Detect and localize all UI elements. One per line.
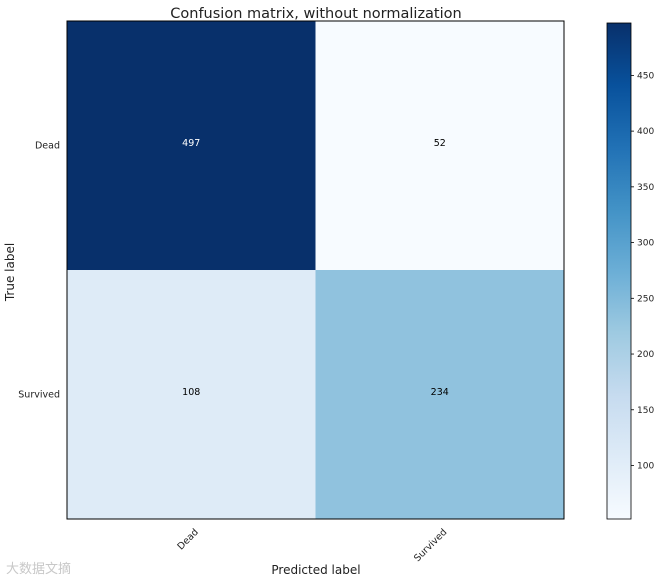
heatmap-cell <box>315 21 564 270</box>
x-axis-label: Predicted label <box>271 563 360 577</box>
cell-value-label: 497 <box>182 138 200 149</box>
colorbar-tick-label: 450 <box>637 71 654 81</box>
colorbar-tick-label: 200 <box>637 350 654 360</box>
chart-title: Confusion matrix, without normalization <box>170 6 461 22</box>
cell-value-label: 234 <box>431 387 449 398</box>
colorbar-tick-label: 350 <box>637 183 654 193</box>
heatmap-cell <box>67 21 316 270</box>
heatmap-cell <box>315 270 564 519</box>
heatmap-cell <box>67 270 316 519</box>
y-tick-label: Survived <box>18 390 60 401</box>
colorbar-tick-label: 150 <box>637 406 654 416</box>
cell-value-label: 52 <box>434 138 446 149</box>
colorbar <box>606 22 632 520</box>
colorbar-tick-label: 400 <box>637 127 654 137</box>
x-tick-label: Survived <box>412 527 449 564</box>
y-axis-label: True label <box>3 243 17 302</box>
cell-value-label: 108 <box>182 387 200 398</box>
x-tick-label: Dead <box>175 527 200 552</box>
y-tick-label: Dead <box>35 141 60 152</box>
plot-frame <box>66 20 565 520</box>
colorbar-tick-label: 100 <box>637 461 654 471</box>
colorbar-tick-label: 250 <box>637 294 654 304</box>
watermark: 大数据文摘 <box>6 562 72 577</box>
colorbar-tick-label: 300 <box>637 239 654 249</box>
